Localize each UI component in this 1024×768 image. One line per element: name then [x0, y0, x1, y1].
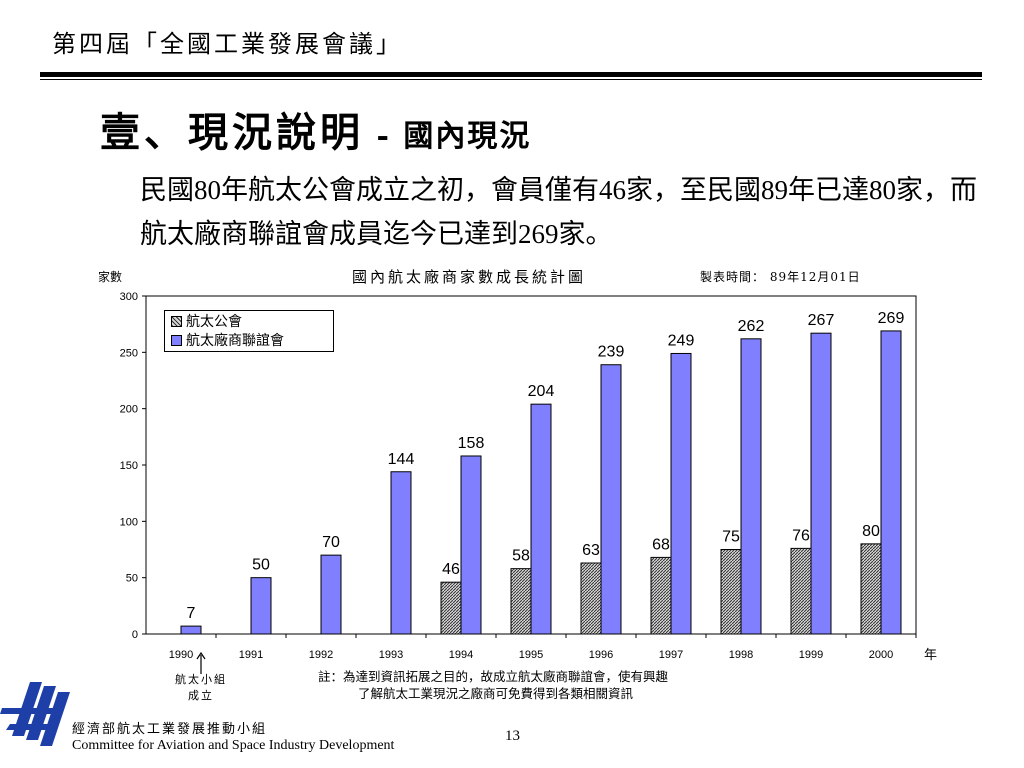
x-tick-label: 1999 [799, 649, 823, 661]
data-label: 70 [322, 534, 340, 551]
legend-label-association: 航太公會 [186, 313, 242, 329]
bar [600, 364, 622, 635]
bar [180, 625, 202, 635]
x-tick-label: 1993 [379, 649, 403, 661]
slide-title-sub: 國內現況 [403, 119, 532, 154]
data-label: 7 [187, 605, 196, 622]
committee-logo-icon [0, 682, 70, 746]
bar [790, 547, 812, 635]
bar [510, 568, 532, 635]
bar [250, 577, 272, 635]
chart-y-axis-label: 家數 [98, 270, 123, 284]
x-tick-label: 2000 [869, 649, 893, 661]
data-label: 63 [582, 542, 600, 559]
chart-note-line-2: 了解航太工業現況之廠商可免費得到各類相關資訊 [358, 686, 634, 701]
header-rule-thin [40, 79, 982, 80]
chart-legend: 航太公會 航太廠商聯誼會 [164, 310, 334, 352]
y-tick-label: 150 [120, 460, 138, 472]
slide-title: 壹、現況說明 - 國內現況 [100, 100, 531, 158]
x-tick-label: 1997 [659, 649, 683, 661]
x-tick-label: 1996 [589, 649, 613, 661]
legend-swatch-association [171, 315, 182, 327]
data-label: 76 [792, 527, 810, 544]
slide-title-sep: - [364, 119, 404, 154]
footer-org-en: Committee for Aviation and Space Industr… [72, 738, 395, 753]
bar [720, 549, 742, 635]
data-label: 204 [528, 383, 555, 400]
y-tick-label: 200 [120, 404, 138, 416]
bar [530, 403, 552, 635]
data-label: 144 [388, 451, 415, 468]
data-label: 58 [512, 548, 530, 565]
y-tick-label: 0 [132, 629, 138, 641]
y-tick-label: 50 [126, 573, 138, 585]
bar [880, 330, 902, 635]
chart-made-date: 製表時間： 89年12月01日 [700, 270, 861, 284]
data-label: 158 [458, 435, 485, 452]
x-tick-label: 1994 [449, 649, 473, 661]
bar [320, 554, 342, 635]
footer-org-zh: 經濟部航太工業發展推動小組 [72, 722, 268, 737]
milestone-line-1: 航太小組 [175, 673, 227, 686]
x-tick-label: 1991 [239, 649, 263, 661]
bar [860, 543, 882, 635]
y-tick-label: 100 [120, 516, 138, 528]
x-tick-label: 1998 [729, 649, 753, 661]
chart-note-line-1: 註：為達到資訊拓展之目的，故成立航太廠商聯誼會，使有興趣 [318, 669, 669, 684]
bar [670, 352, 692, 635]
bar [440, 581, 462, 635]
data-label: 75 [722, 529, 740, 546]
bar [740, 338, 762, 635]
up-arrow-icon [196, 652, 206, 674]
x-tick-label: 1992 [309, 649, 333, 661]
data-label: 269 [878, 310, 905, 327]
legend-item-alliance: 航太廠商聯誼會 [171, 331, 284, 349]
x-tick-label: 1990 [169, 649, 193, 661]
x-tick-label: 1995 [519, 649, 543, 661]
y-tick-label: 300 [120, 291, 138, 303]
bar [580, 562, 602, 635]
legend-swatch-alliance [171, 334, 182, 346]
milestone-line-2: 成立 [188, 689, 214, 702]
data-label: 267 [808, 312, 835, 329]
slide-body-text: 民國80年航太公會成立之初，會員僅有46家，至民國89年已達80家，而航太廠商聯… [140, 175, 977, 249]
data-label: 249 [668, 332, 695, 349]
slide-title-main: 壹、現況說明 [100, 109, 364, 156]
bar [810, 332, 832, 635]
bar [390, 471, 412, 635]
chart-title: 國內航太廠商家數成長統計圖 [352, 268, 587, 286]
header-rule-thick [40, 72, 982, 77]
data-label: 262 [738, 318, 765, 335]
bar [650, 556, 672, 635]
chart-x-axis-label: 年 [924, 648, 938, 663]
data-label: 80 [862, 523, 880, 540]
meeting-header: 第四屆「全國工業發展會議」 [52, 30, 403, 58]
data-label: 68 [652, 536, 670, 553]
legend-item-association: 航太公會 [171, 312, 242, 330]
data-label: 50 [252, 557, 270, 574]
data-label: 46 [442, 561, 460, 578]
page-number: 13 [505, 728, 520, 744]
y-tick-label: 250 [120, 347, 138, 359]
legend-label-alliance: 航太廠商聯誼會 [186, 332, 284, 348]
milestone-annotation: 航太小組 成立 [166, 672, 236, 704]
bar [460, 455, 482, 635]
chart-note: 註：為達到資訊拓展之目的，故成立航太廠商聯誼會，使有興趣 了解航太工業現況之廠商… [318, 668, 668, 702]
data-label: 239 [598, 344, 625, 361]
